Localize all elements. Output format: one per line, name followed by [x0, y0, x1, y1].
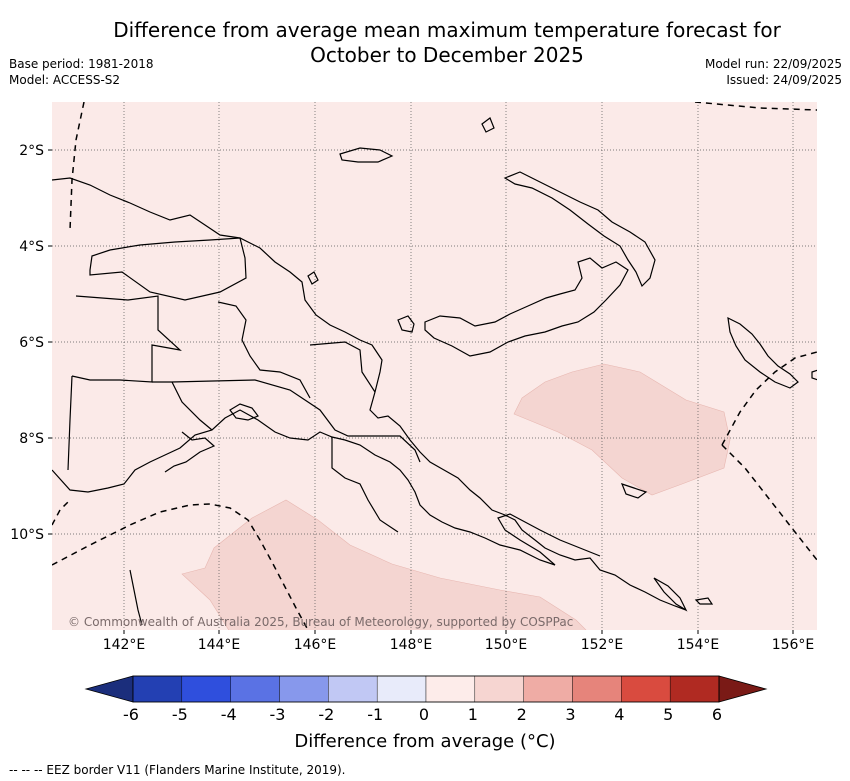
y-tick-label: 10°S [10, 527, 44, 543]
gridlines [52, 102, 817, 630]
map-background [52, 102, 817, 630]
x-tick-label: 144°E [198, 637, 241, 653]
colorbar-tick-label: -3 [270, 705, 286, 724]
colorbar-segment [572, 675, 622, 703]
anomaly-patch-south [181, 499, 587, 630]
meta-left: Base period: 1981-2018 Model: ACCESS-S2 [9, 56, 154, 88]
model-run: Model run: 22/09/2025 [704, 57, 842, 71]
eez-torres [52, 499, 71, 526]
eez-borders [52, 102, 817, 630]
colorbar-segment [669, 675, 720, 703]
y-tick-label: 4°S [19, 239, 44, 255]
title-line-1: Difference from average mean maximum tem… [113, 18, 781, 42]
y-tick-label: 6°S [19, 335, 44, 351]
x-tick-label: 148°E [390, 637, 433, 653]
issued-date: Issued: 24/09/2025 [726, 73, 842, 87]
eez-footnote: -- -- -- EEZ border V11 (Flanders Marine… [9, 763, 346, 777]
colorbar-tick-label: -5 [172, 705, 188, 724]
island-2 [481, 117, 495, 133]
province-border-6 [331, 437, 399, 533]
colorbar-tick-label: -4 [221, 705, 237, 724]
colorbar-segment [376, 675, 427, 703]
y-axis-ticks: 2°S 4°S 6°S 8°S 10°S [10, 143, 52, 543]
colorbar-tick-label: 0 [419, 705, 429, 724]
colorbar-tick-label: 3 [565, 705, 575, 724]
manus-island [339, 147, 394, 163]
model-name: Model: ACCESS-S2 [9, 73, 121, 87]
colorbar-tick-label: 2 [517, 705, 527, 724]
copyright-text: © Commonwealth of Australia 2025, Bureau… [68, 615, 573, 629]
province-border-3 [152, 379, 421, 463]
x-tick-label: 156°E [772, 637, 815, 653]
eez-east [721, 351, 817, 446]
chart-title: Difference from average mean maximum tem… [0, 18, 850, 68]
colorbar-tick-label: 5 [663, 705, 673, 724]
y-tick-label: 8°S [19, 431, 44, 447]
colorbar-segment [425, 675, 476, 703]
eez-southeast [721, 444, 817, 561]
island-7 [811, 369, 817, 381]
colorbar-segment [230, 675, 280, 703]
meta-right: Model run: 22/09/2025 Issued: 24/09/2025 [705, 56, 842, 88]
colorbar-segment [279, 675, 329, 703]
colorbar-extend-low [84, 675, 134, 703]
colorbar-extend-high [718, 675, 768, 703]
bougainville-coast [727, 316, 799, 389]
x-axis-ticks: 142°E 144°E 146°E 148°E 150°E 152°E 154°E 156°E [103, 630, 815, 653]
colorbar-tick-label: 6 [712, 705, 722, 724]
eez-west [69, 102, 85, 231]
province-border-7 [171, 381, 213, 431]
colorbar-segment [621, 675, 671, 703]
eez-south-west [52, 503, 309, 630]
colorbar-title: Difference from average (°C) [294, 731, 556, 752]
province-border-5 [309, 341, 376, 393]
colorbar-segment [328, 675, 378, 703]
province-border-2 [71, 295, 182, 383]
cape-york-coast [129, 569, 143, 626]
island-4 [620, 483, 648, 499]
island-5 [653, 577, 688, 612]
colorbar-tick-label: 4 [614, 705, 624, 724]
colorbar-segment [523, 675, 573, 703]
island-3 [307, 271, 319, 285]
colorbar-tick-label: -6 [123, 705, 139, 724]
colorbar-frame [132, 675, 720, 703]
island-8 [229, 403, 259, 421]
x-tick-label: 152°E [581, 637, 624, 653]
colorbar [84, 675, 768, 703]
papuan-peninsula [497, 513, 601, 566]
new-guinea-coast [52, 177, 687, 611]
colorbar-tick-label: -1 [367, 705, 383, 724]
province-border-1 [89, 237, 247, 301]
coastlines [52, 117, 817, 626]
y-tick-label: 2°S [19, 143, 44, 159]
x-tick-label: 142°E [103, 637, 146, 653]
province-border-4 [217, 301, 311, 399]
colorbar-segment [132, 675, 183, 703]
colorbar-segment [181, 675, 231, 703]
eez-north [694, 102, 817, 111]
colorbar-tick-label: -2 [318, 705, 334, 724]
x-tick-label: 154°E [677, 637, 720, 653]
new-britain-coast [424, 257, 629, 357]
island-1 [397, 315, 415, 333]
west-coast [67, 375, 73, 471]
colorbar-segment [474, 675, 524, 703]
base-period: Base period: 1981-2018 [9, 57, 154, 71]
new-ireland-coast [503, 171, 656, 288]
colorbar-tick-label: 1 [468, 705, 478, 724]
fly-river-delta [164, 431, 216, 473]
anomaly-patch-east [513, 363, 731, 496]
x-tick-label: 150°E [485, 637, 528, 653]
title-line-2: October to December 2025 [310, 43, 584, 67]
x-tick-label: 146°E [294, 637, 337, 653]
new-guinea-south-coast [52, 409, 556, 566]
island-6 [694, 597, 714, 605]
colorbar-labels: -6 -5 -4 -3 -2 -1 0 1 2 3 4 5 6 [123, 705, 722, 724]
